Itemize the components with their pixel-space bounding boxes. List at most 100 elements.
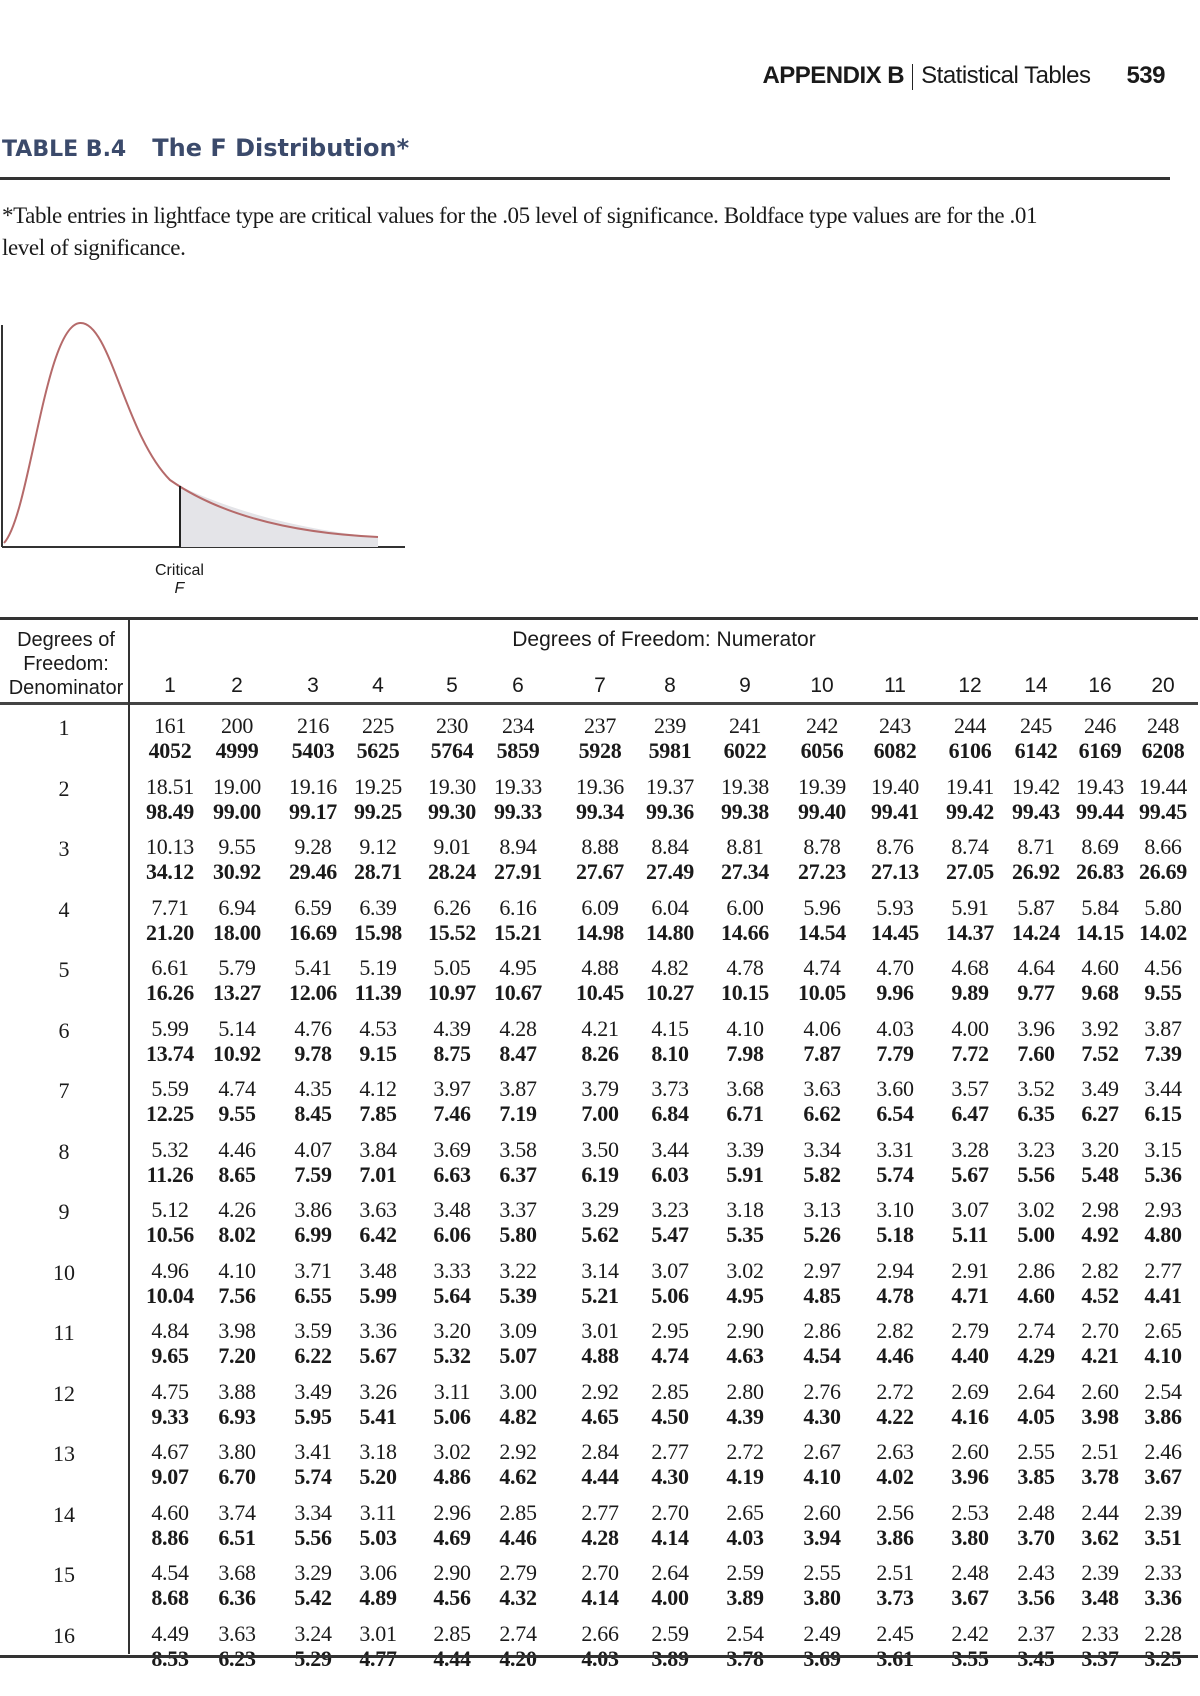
critical-value-05: 3.87 bbox=[499, 1076, 537, 1101]
critical-value-01: 4.54 bbox=[803, 1343, 841, 1368]
critical-value-05: 2.45 bbox=[876, 1620, 914, 1646]
critical-value-05: 3.63 bbox=[359, 1197, 397, 1222]
critical-value-01: 5.74 bbox=[294, 1464, 332, 1489]
table-cell: 4.06 7.87 bbox=[803, 1016, 841, 1066]
table-cell: 2.82 4.46 bbox=[876, 1318, 914, 1368]
critical-value-05: 9.12 bbox=[359, 834, 397, 859]
critical-value-05: 3.01 bbox=[581, 1318, 619, 1343]
table-cell: 4.74 9.55 bbox=[218, 1076, 256, 1126]
table-cell: 243 6082 bbox=[874, 713, 917, 763]
critical-value-01: 30.92 bbox=[212, 859, 262, 884]
table-cell: 3.57 6.47 bbox=[951, 1076, 989, 1126]
critical-value-05: 3.39 bbox=[726, 1136, 764, 1162]
critical-value-05: 2.76 bbox=[803, 1378, 841, 1404]
critical-value-05: 4.82 bbox=[651, 955, 689, 980]
critical-value-01: 28.71 bbox=[353, 859, 403, 884]
table-cell: 4.10 7.98 bbox=[726, 1016, 764, 1066]
critical-value-01: 99.17 bbox=[288, 798, 338, 824]
footnote: *Table entries in lightface type are cri… bbox=[2, 203, 1038, 260]
table-cell: 3.37 5.80 bbox=[499, 1197, 537, 1247]
table-cell: 4.46 8.65 bbox=[218, 1136, 256, 1187]
table-cell: 237 5928 bbox=[579, 713, 622, 763]
table-cell: 4.53 9.15 bbox=[359, 1016, 397, 1066]
critical-value-01: 14.54 bbox=[797, 919, 847, 945]
critical-value-05: 2.77 bbox=[1144, 1257, 1182, 1283]
table-cell: 5.59 12.25 bbox=[146, 1076, 194, 1126]
critical-value-05: 5.91 bbox=[951, 894, 989, 920]
critical-value-01: 6.54 bbox=[876, 1101, 914, 1126]
critical-value-05: 4.96 bbox=[151, 1257, 189, 1283]
table-cell: 5.14 10.92 bbox=[213, 1016, 261, 1066]
critical-value-01: 21.20 bbox=[145, 919, 195, 945]
denominator-df: 3 bbox=[58, 836, 70, 861]
critical-value-05: 19.00 bbox=[212, 773, 262, 799]
table-cell: 2.91 4.71 bbox=[951, 1257, 989, 1308]
table-cell: 3.71 6.55 bbox=[294, 1258, 332, 1308]
critical-value-01: 3.56 bbox=[1017, 1585, 1055, 1610]
table-cell: 2.48 3.70 bbox=[1017, 1500, 1055, 1550]
numerator-header: Degrees of Freedom: Numerator bbox=[512, 628, 816, 651]
critical-value-01: 5928 bbox=[578, 738, 622, 763]
critical-value-05: 2.54 bbox=[726, 1620, 764, 1646]
table-cell: 3.34 5.82 bbox=[803, 1137, 841, 1187]
critical-value-05: 242 bbox=[805, 713, 839, 738]
table-row: 8 5.32 11.26 4.46 8.65 4.07 7.59 3.84 7.01 3.69 6.… bbox=[0, 1129, 1198, 1190]
critical-value-05: 2.64 bbox=[651, 1560, 689, 1585]
critical-value-05: 3.01 bbox=[359, 1620, 397, 1646]
critical-value-01: 5.29 bbox=[294, 1645, 332, 1671]
critical-value-01: 99.40 bbox=[797, 798, 847, 824]
critical-value-01: 3.51 bbox=[1144, 1524, 1182, 1550]
critical-value-01: 34.12 bbox=[145, 859, 195, 884]
critical-value-01: 11.39 bbox=[354, 980, 402, 1005]
critical-value-01: 4.05 bbox=[1017, 1403, 1055, 1429]
critical-value-05: 5.99 bbox=[151, 1015, 189, 1041]
critical-value-01: 5.47 bbox=[651, 1222, 689, 1247]
critical-value-01: 8.68 bbox=[151, 1585, 189, 1610]
critical-value-01: 4.88 bbox=[581, 1343, 619, 1368]
table-cell: 2.92 4.65 bbox=[581, 1379, 619, 1429]
critical-value-01: 4.95 bbox=[726, 1282, 764, 1308]
critical-value-05: 3.06 bbox=[359, 1560, 397, 1585]
critical-value-01: 5.00 bbox=[1017, 1222, 1055, 1247]
table-cell: 3.02 5.00 bbox=[1017, 1197, 1055, 1247]
critical-value-01: 6208 bbox=[1141, 738, 1185, 763]
critical-value-01: 4.62 bbox=[499, 1464, 537, 1489]
table-cell: 246 6169 bbox=[1079, 713, 1122, 763]
critical-value-01: 4.39 bbox=[726, 1403, 764, 1429]
critical-value-05: 2.86 bbox=[1017, 1257, 1055, 1283]
critical-value-01: 4.28 bbox=[581, 1524, 619, 1550]
critical-value-01: 5.21 bbox=[581, 1282, 619, 1308]
critical-value-01: 7.79 bbox=[876, 1040, 914, 1066]
critical-value-01: 26.83 bbox=[1075, 859, 1125, 884]
critical-value-05: 3.18 bbox=[359, 1439, 397, 1464]
critical-value-01: 4.85 bbox=[803, 1282, 841, 1308]
critical-value-05: 4.46 bbox=[218, 1136, 256, 1162]
critical-value-05: 2.91 bbox=[951, 1257, 989, 1283]
critical-value-01: 6.27 bbox=[1081, 1101, 1119, 1126]
critical-value-01: 14.98 bbox=[575, 919, 625, 945]
critical-value-05: 2.70 bbox=[651, 1499, 689, 1525]
critical-value-01: 99.00 bbox=[212, 798, 262, 824]
critical-value-01: 6082 bbox=[873, 738, 917, 763]
critical-value-05: 3.98 bbox=[218, 1318, 256, 1343]
critical-value-01: 7.98 bbox=[726, 1040, 764, 1066]
critical-value-05: 3.11 bbox=[359, 1499, 397, 1525]
table-cell: 4.64 9.77 bbox=[1017, 955, 1055, 1005]
table-title: TABLE B.4 The F Distribution* bbox=[2, 134, 409, 162]
critical-value-05: 4.54 bbox=[151, 1560, 189, 1585]
table-cell: 3.23 5.47 bbox=[651, 1197, 689, 1247]
table-cell: 19.39 99.40 bbox=[798, 774, 846, 824]
critical-value-01: 7.52 bbox=[1081, 1040, 1119, 1066]
critical-value-01: 3.62 bbox=[1081, 1524, 1119, 1550]
table-cell: 3.49 5.95 bbox=[294, 1379, 332, 1429]
table-cell: 4.84 9.65 bbox=[151, 1318, 189, 1368]
critical-value-01: 27.13 bbox=[870, 859, 920, 884]
critical-value-01: 99.36 bbox=[645, 798, 695, 824]
critical-value-01: 4.52 bbox=[1081, 1282, 1119, 1308]
critical-value-01: 4.60 bbox=[1017, 1282, 1055, 1308]
table-cell: 3.18 5.20 bbox=[359, 1439, 397, 1489]
critical-value-01: 8.26 bbox=[581, 1040, 619, 1066]
table-cell: 5.99 13.74 bbox=[146, 1016, 194, 1066]
critical-f-label: Critical F bbox=[155, 562, 204, 597]
critical-value-01: 4.63 bbox=[726, 1343, 764, 1368]
